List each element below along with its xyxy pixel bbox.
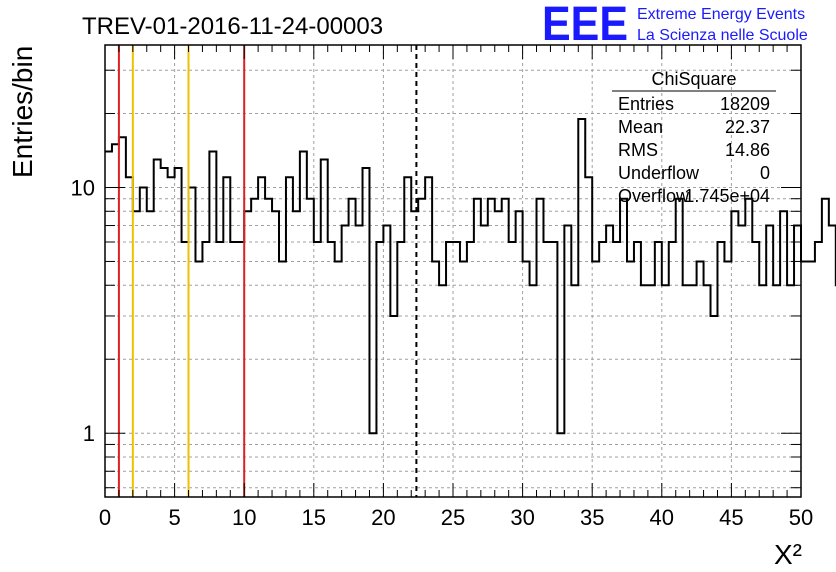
stats-entries-value: 18209	[720, 94, 770, 114]
x-tick-label: 5	[168, 505, 180, 530]
logo-line2: La Scienza nelle Scuole	[637, 27, 808, 44]
stats-overflow-value: 1.745e+04	[684, 186, 770, 206]
x-tick-label: 20	[371, 505, 395, 530]
stats-entries-label: Entries	[618, 94, 674, 114]
grid-lines	[105, 45, 801, 497]
stats-overflow-label: Overflow	[618, 186, 690, 206]
x-tick-label: 50	[789, 505, 813, 530]
histogram-outline	[105, 117, 836, 435]
eee-logo: EEE Extreme Energy Events La Scienza nel…	[542, 0, 808, 51]
reference-lines	[117, 45, 418, 497]
stats-rms-label: RMS	[618, 140, 658, 160]
stats-underflow-label: Underflow	[618, 163, 700, 183]
stats-mean-label: Mean	[618, 117, 663, 137]
x-tick-label: 10	[232, 505, 256, 530]
stats-rms-value: 14.86	[725, 140, 770, 160]
axis-ticks	[104, 45, 802, 497]
x-tick-label: 0	[99, 505, 111, 530]
x-tick-label: 45	[719, 505, 743, 530]
logo-mark: EEE	[542, 0, 628, 51]
x-tick-labels: 0 5 10 15 20 25 30 35 40 45 50	[99, 505, 813, 530]
y-axis-label: Entries/bin	[7, 46, 38, 178]
stats-title: ChiSquare	[651, 69, 736, 89]
x-tick-label: 15	[302, 505, 326, 530]
histogram-layer	[105, 117, 836, 435]
chart-title: TREV-01-2016-11-24-00003	[82, 13, 383, 40]
stats-box: ChiSquare Entries 18209 Mean 22.37 RMS 1…	[612, 69, 776, 206]
y-tick-label: 1	[83, 421, 95, 446]
x-tick-label: 25	[441, 505, 465, 530]
x-tick-label: 35	[580, 505, 604, 530]
y-tick-label: 10	[71, 175, 95, 200]
logo-line1: Extreme Energy Events	[637, 6, 805, 23]
x-axis-label: X²	[774, 539, 802, 570]
x-tick-label: 30	[510, 505, 534, 530]
x-tick-label: 40	[650, 505, 674, 530]
y-tick-labels: 1 10	[71, 175, 95, 446]
stats-underflow-value: 0	[760, 163, 770, 183]
stats-mean-value: 22.37	[725, 117, 770, 137]
